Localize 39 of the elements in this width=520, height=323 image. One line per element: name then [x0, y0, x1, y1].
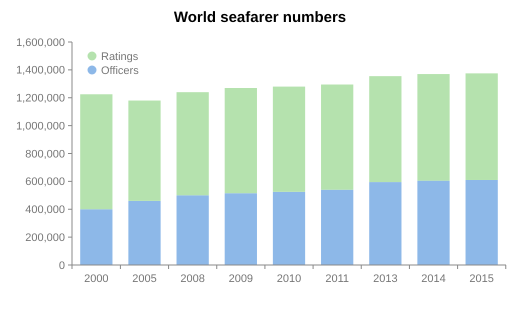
x-tick-label: 2009 [228, 273, 254, 285]
y-tick-label: 800,000 [25, 148, 65, 160]
y-tick-label: 1,600,000 [16, 36, 65, 49]
bar [176, 92, 209, 196]
bar [272, 192, 306, 265]
y-tick-label: 1,200,000 [16, 92, 65, 105]
x-tick-label: 2011 [325, 273, 349, 285]
x-tick-label: 2005 [132, 273, 157, 285]
y-tick-label: 200,000 [25, 232, 65, 244]
bar [80, 209, 112, 265]
bar [224, 88, 257, 194]
bar [80, 94, 112, 210]
bar [417, 74, 450, 181]
legend-label: Ratings [101, 50, 139, 63]
bar [272, 86, 306, 192]
bar [176, 195, 209, 265]
x-tick-label: 2010 [276, 273, 302, 285]
chart-title: World seafarer numbers [174, 9, 346, 26]
bar [369, 182, 402, 265]
bar [224, 193, 257, 265]
x-tick-label: 2013 [373, 273, 398, 285]
y-tick-label: 0 [58, 260, 65, 272]
bar [321, 84, 354, 190]
bar [128, 100, 161, 201]
bar [466, 180, 498, 265]
x-tick-label: 2008 [180, 273, 205, 285]
y-tick-label: 400,000 [25, 204, 65, 216]
bar [128, 200, 161, 265]
bar [466, 73, 498, 180]
y-tick-label: 1,000,000 [16, 120, 65, 132]
x-tick-label: 2015 [469, 273, 494, 285]
x-tick-label: 2000 [84, 273, 109, 285]
legend-label: Officers [101, 64, 140, 77]
bar [369, 76, 402, 182]
bar [417, 180, 450, 265]
y-tick-label: 600,000 [25, 176, 65, 188]
bar [321, 190, 354, 265]
x-tick-label: 2014 [421, 273, 446, 285]
y-tick-label: 1,400,000 [16, 64, 65, 77]
